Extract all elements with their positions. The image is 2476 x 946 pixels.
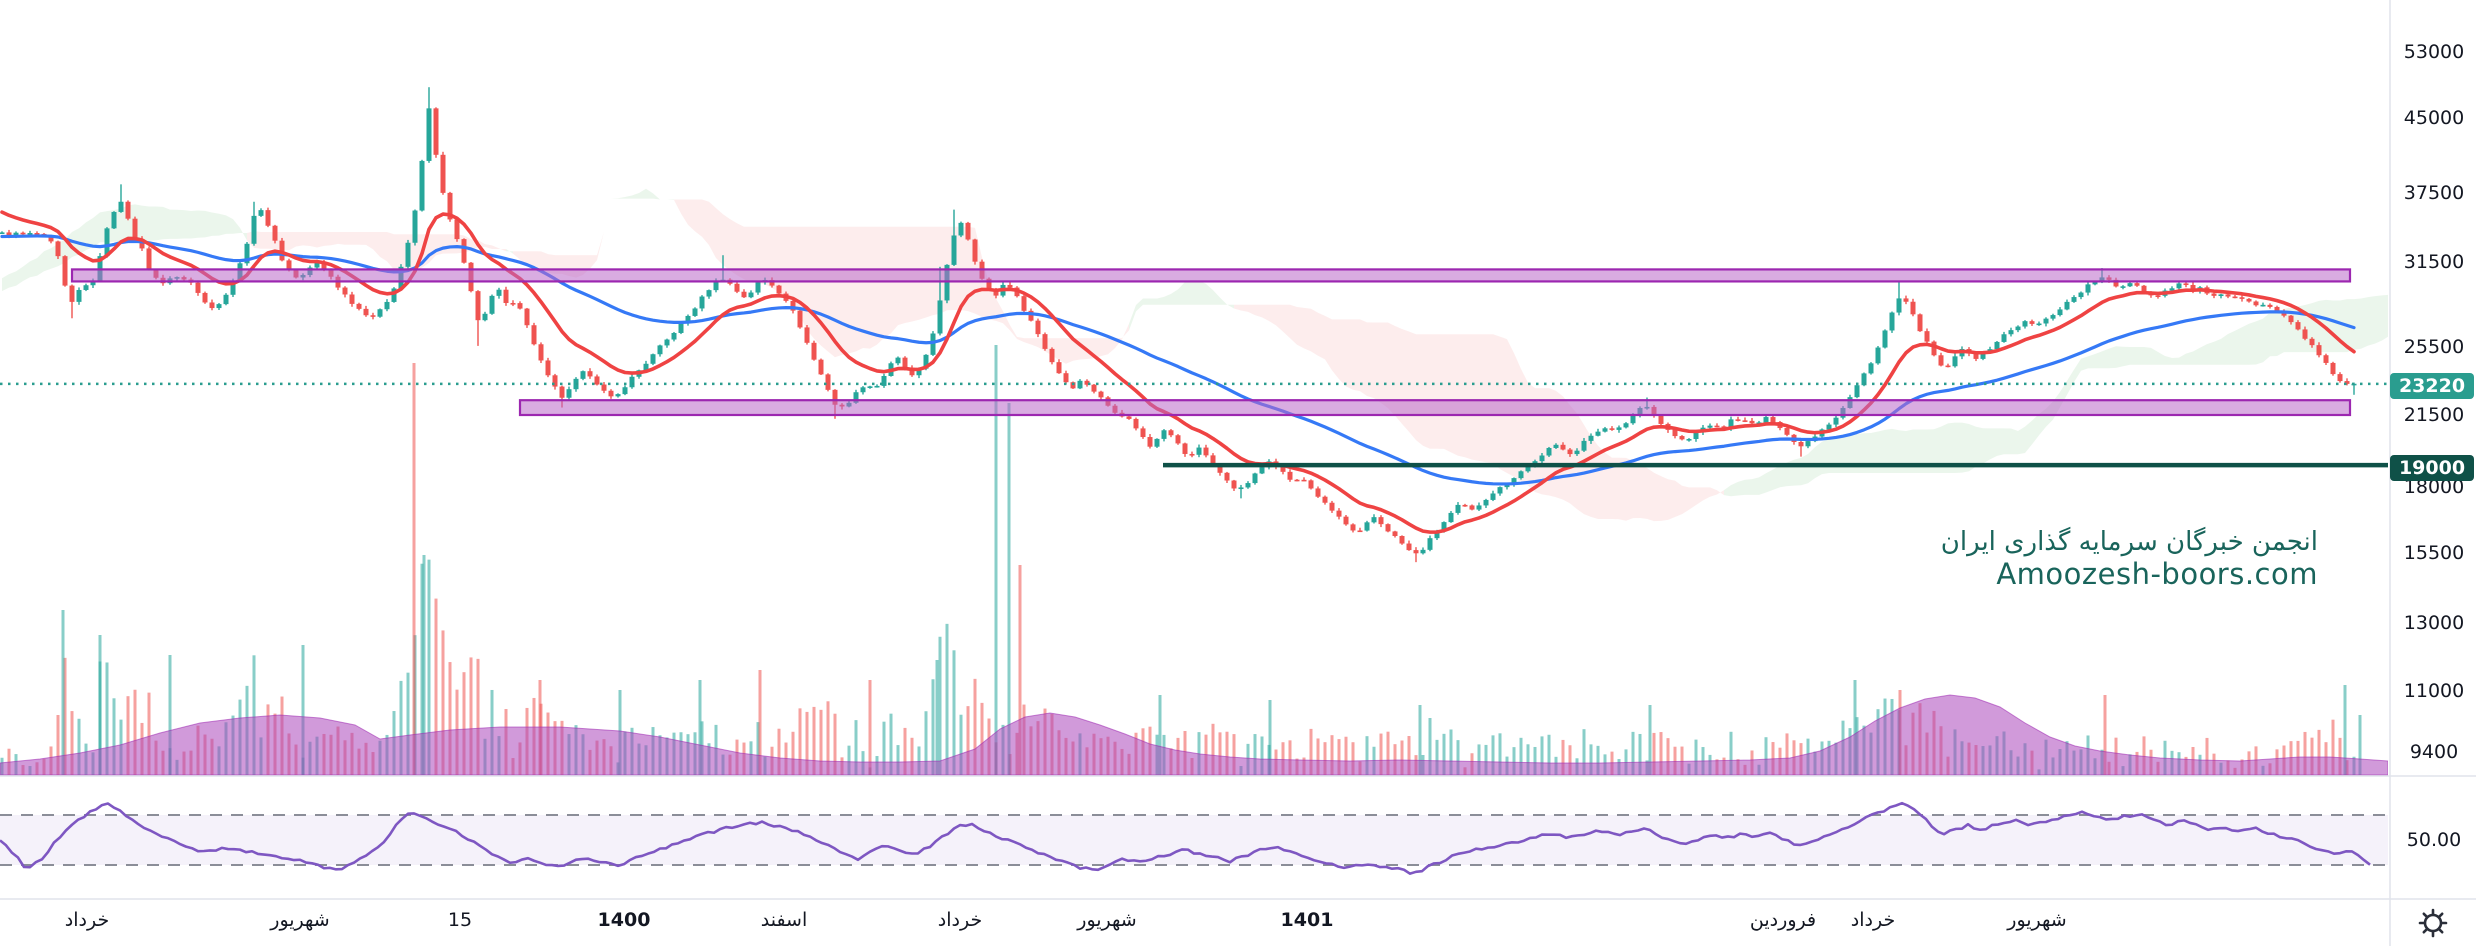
watermark: انجمن خبرگان سرمایه گذاری ایران Amoozesh… — [1940, 527, 2318, 591]
time-tick-1: شهریور — [270, 909, 330, 931]
supply-demand-zone-2[interactable] — [518, 399, 2352, 417]
last-price-badge: 23220 — [2390, 373, 2474, 399]
price-tick-18000: 18000 — [2403, 476, 2465, 498]
gear-icon[interactable] — [2415, 905, 2451, 941]
price-tick-25500: 25500 — [2403, 336, 2465, 358]
time-tick-7: 1401 — [1280, 909, 1334, 931]
time-tick-10: شهریور — [2007, 909, 2067, 931]
price-tick-31500: 31500 — [2403, 251, 2465, 273]
time-tick-9: خرداد — [1850, 909, 1896, 931]
candles — [0, 87, 2357, 563]
watermark-site-url: Amoozesh-boors.com — [1996, 556, 2318, 591]
volume-ma-area — [0, 694, 2388, 776]
supply-demand-zone-1[interactable] — [70, 268, 2352, 283]
price-tick-11000: 11000 — [2403, 680, 2465, 702]
rsi-midline-label: 50.00 — [2406, 829, 2462, 851]
price-tick-9400: 9400 — [2409, 741, 2459, 763]
watermark-persian-text: انجمن خبرگان سرمایه گذاری ایران — [1940, 527, 2318, 557]
price-tick-13000: 13000 — [2403, 612, 2465, 634]
price-tick-37500: 37500 — [2403, 182, 2465, 204]
price-tick-53000: 53000 — [2403, 41, 2465, 63]
time-tick-2: 15 — [447, 909, 473, 931]
rsi-band — [0, 815, 2388, 865]
time-tick-0: خرداد — [64, 909, 110, 931]
time-tick-6: شهریور — [1077, 909, 1137, 931]
level-price-badge: 19000 — [2390, 455, 2474, 481]
time-tick-5: خرداد — [937, 909, 983, 931]
time-tick-3: 1400 — [597, 909, 651, 931]
plot-area[interactable] — [0, 87, 2476, 776]
rsi-line — [0, 801, 2371, 875]
price-tick-15500: 15500 — [2403, 542, 2465, 564]
time-tick-4: اسفند — [760, 909, 808, 931]
price-tick-45000: 45000 — [2403, 107, 2465, 129]
price-tick-21500: 21500 — [2403, 404, 2465, 426]
time-tick-8: فروردین — [1749, 909, 1817, 931]
